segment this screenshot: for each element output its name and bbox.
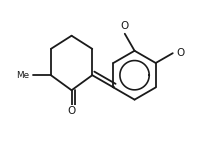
Text: Me: Me [16,71,29,80]
Text: O: O [121,21,129,31]
Text: O: O [67,106,76,116]
Text: O: O [177,48,185,58]
